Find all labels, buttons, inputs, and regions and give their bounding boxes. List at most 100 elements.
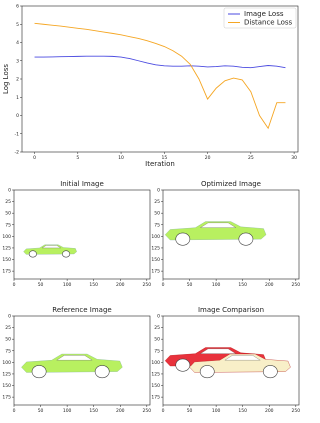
y-tick-label: 175 [151, 269, 160, 275]
car-wheel [94, 365, 110, 379]
y-tick-label: 100 [2, 360, 11, 366]
x-tick-label: 0 [13, 408, 16, 414]
x-tick-label: 250 [292, 408, 301, 414]
car-window [199, 348, 237, 354]
car-wheel [175, 232, 191, 246]
x-tick-label: 5 [76, 155, 79, 161]
y-tick-label: 2 [16, 77, 19, 83]
x-tick-label: 200 [116, 408, 125, 414]
x-tick-label: 200 [265, 408, 274, 414]
x-tick-label: 50 [187, 282, 193, 288]
car-wheel [262, 365, 278, 379]
y-tick-label: 5 [16, 22, 19, 28]
car-wheel [199, 365, 215, 379]
axes-frame [13, 315, 151, 406]
car-window [56, 355, 93, 361]
y-tick-label: 150 [151, 383, 160, 389]
x-tick-label: 200 [116, 282, 125, 288]
image-content [164, 347, 291, 379]
car-wheel [238, 232, 254, 246]
y-tick-label: 50 [154, 337, 160, 343]
x-tick-label: 250 [143, 282, 152, 288]
car-wheel [175, 358, 191, 372]
panel-title: Initial Image [60, 180, 104, 188]
series-line [34, 22, 286, 130]
legend-box [223, 7, 297, 29]
x-tick-label: 50 [38, 408, 44, 414]
car-wheel [28, 250, 37, 258]
x-tick-label: 250 [143, 408, 152, 414]
y-tick-label: 75 [5, 348, 11, 354]
y-tick-label: 50 [5, 337, 11, 343]
y-tick-label: 4 [16, 40, 19, 46]
y-tick-label: 125 [2, 245, 11, 251]
car-window [199, 222, 237, 228]
y-tick-label: 0 [157, 314, 160, 320]
legend-label: Distance Loss [244, 19, 293, 27]
y-tick-label: 3 [16, 58, 19, 64]
image-background [14, 190, 150, 279]
x-tick-label: 30 [291, 155, 297, 161]
x-axis-label: Iteration [145, 160, 175, 168]
axes-frame [162, 315, 300, 406]
y-tick-label: 75 [154, 222, 160, 228]
x-tick-label: 200 [265, 282, 274, 288]
y-tick-label: 25 [154, 325, 160, 331]
x-tick-label: 100 [63, 408, 72, 414]
panel-title: Reference Image [52, 306, 111, 314]
y-tick-label: 25 [5, 325, 11, 331]
x-tick-label: 20 [205, 155, 211, 161]
y-tick-label: 100 [151, 234, 160, 240]
x-tick-label: 250 [292, 282, 301, 288]
axes-frame [21, 5, 299, 153]
y-tick-label: 125 [2, 371, 11, 377]
x-tick-label: 15 [161, 155, 167, 161]
x-tick-label: 0 [162, 408, 165, 414]
x-tick-label: 100 [212, 408, 221, 414]
car-wheel [31, 365, 47, 379]
x-tick-label: 150 [238, 408, 247, 414]
x-tick-label: 25 [248, 155, 254, 161]
y-tick-label: 75 [5, 222, 11, 228]
y-tick-label: -1 [15, 131, 20, 137]
car-wheel [62, 250, 71, 258]
y-tick-label: 0 [8, 188, 11, 194]
x-tick-label: 100 [63, 282, 72, 288]
series-line [34, 55, 286, 69]
y-tick-label: 6 [16, 4, 19, 10]
x-tick-label: 50 [187, 408, 193, 414]
x-tick-label: 150 [89, 282, 98, 288]
y-tick-label: 0 [16, 113, 19, 119]
image-content [164, 221, 267, 246]
y-tick-label: -2 [15, 150, 20, 156]
y-tick-label: 175 [151, 395, 160, 401]
y-tick-label: 75 [154, 348, 160, 354]
legend-label: Image Loss [244, 10, 284, 18]
figure: 0 5 10 15 20 25 30 -2 -1 0 1 2 3 4 5 6 Iteration Log Loss… [2, 4, 301, 415]
y-tick-label: 25 [154, 199, 160, 205]
y-tick-label: 125 [151, 245, 160, 251]
y-tick-label: 175 [2, 395, 11, 401]
y-tick-label: 100 [151, 360, 160, 366]
y-tick-label: 100 [2, 234, 11, 240]
car-window [224, 355, 261, 361]
car-window [41, 245, 62, 249]
y-tick-label: 0 [8, 314, 11, 320]
y-tick-label: 125 [151, 371, 160, 377]
x-tick-label: 0 [33, 155, 36, 161]
y-axis-label: Log Loss [2, 64, 10, 94]
x-tick-label: 0 [162, 282, 165, 288]
y-tick-label: 150 [2, 383, 11, 389]
y-tick-label: 1 [16, 95, 19, 101]
x-tick-label: 0 [13, 282, 16, 288]
y-tick-label: 175 [2, 269, 11, 275]
y-tick-label: 50 [5, 211, 11, 217]
image-content [23, 244, 77, 258]
x-tick-label: 50 [38, 282, 44, 288]
x-tick-label: 150 [238, 282, 247, 288]
y-tick-label: 0 [157, 188, 160, 194]
y-tick-label: 150 [2, 257, 11, 263]
y-tick-label: 50 [154, 211, 160, 217]
x-tick-label: 150 [89, 408, 98, 414]
axes-frame [13, 189, 151, 280]
